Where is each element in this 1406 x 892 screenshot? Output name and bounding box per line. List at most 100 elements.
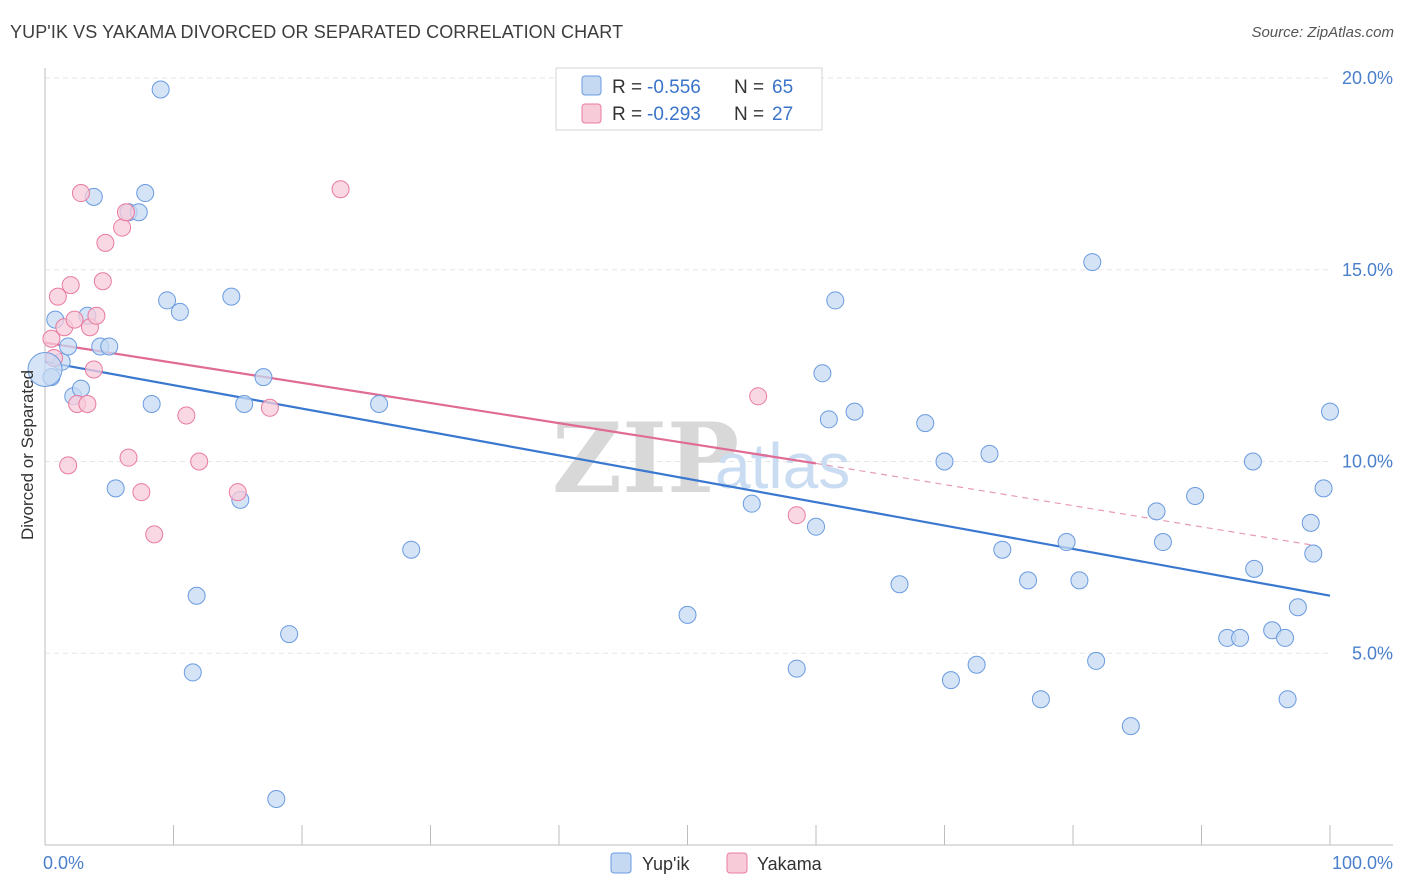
yakama-point <box>65 310 84 329</box>
yakama-trend-line <box>44 341 817 465</box>
legend-r-value-1: -0.556 <box>647 77 701 98</box>
yupik-trend-line <box>44 360 1331 597</box>
yupik-point <box>1057 533 1076 552</box>
yupik-point <box>1321 402 1339 421</box>
yupik-point <box>1314 479 1333 498</box>
yupik-point <box>267 789 286 808</box>
yakama-point <box>749 387 768 406</box>
watermark-zip: ZIP <box>552 402 739 515</box>
yakama-trend-extension <box>815 462 1318 547</box>
yupik-point <box>158 291 177 310</box>
watermark-atlas: atlas <box>715 430 850 502</box>
yupik-point <box>845 402 864 421</box>
y-tick-label: 15.0% <box>1342 260 1393 280</box>
yakama-point <box>78 394 97 413</box>
yakama-point <box>59 456 78 475</box>
yupik-point <box>142 394 161 413</box>
yupik-point <box>1147 502 1166 521</box>
yakama-point <box>331 180 350 199</box>
yupik-point <box>980 444 999 463</box>
yupik-point <box>1301 513 1320 532</box>
yupik-point <box>1276 628 1295 647</box>
yakama-point <box>113 218 132 237</box>
yakama-point <box>132 483 151 502</box>
y-tick-label: 5.0% <box>1352 643 1393 663</box>
yakama-point <box>87 306 106 325</box>
yupik-point <box>100 337 119 356</box>
bottom-legend-swatch-yupik <box>610 852 632 874</box>
yupik-point <box>935 452 954 471</box>
yakama-point <box>177 406 196 425</box>
legend-n-value-1: 65 <box>772 77 793 98</box>
legend-n-label-1: N = <box>734 77 764 98</box>
bottom-legend-label-yupik: Yup'ik <box>642 854 690 874</box>
yupik-point <box>170 302 189 321</box>
yupik-point <box>1304 544 1323 563</box>
yupik-point <box>941 671 960 690</box>
x-tick-label-right: 100.0% <box>1332 853 1393 873</box>
x-tick-label-left: 0.0% <box>43 853 84 873</box>
yupik-point <box>678 605 697 624</box>
yupik-point <box>807 517 825 536</box>
yupik-point <box>106 479 125 498</box>
yupik-point <box>916 414 935 433</box>
yupik-point <box>993 540 1012 559</box>
y-tick-label: 20.0% <box>1342 68 1393 88</box>
yupik-point <box>1231 628 1250 647</box>
yupik-point <box>151 80 170 99</box>
yupik-point <box>1288 598 1307 617</box>
yupik-point <box>1278 690 1297 709</box>
data-points <box>27 80 1339 808</box>
yupik-point <box>402 540 421 559</box>
yakama-point <box>260 398 279 417</box>
yupik-point <box>235 394 254 413</box>
x-tick-labels: 0.0% 100.0% <box>43 853 1393 873</box>
yupik-point <box>187 586 206 605</box>
bottom-legend: Yup'ik Yakama <box>610 852 823 874</box>
yakama-point <box>84 360 103 379</box>
yakama-point <box>116 203 135 222</box>
yupik-point <box>1121 717 1140 736</box>
bottom-legend-swatch-yakama <box>726 852 748 874</box>
yupik-point <box>1153 533 1172 552</box>
bottom-legend-label-yakama: Yakama <box>757 854 823 874</box>
legend-n-label-2: N = <box>734 104 764 125</box>
yupik-point <box>1186 487 1205 506</box>
yakama-point <box>787 506 806 525</box>
yupik-point <box>370 394 389 413</box>
yupik-point <box>826 291 845 310</box>
yakama-point <box>228 483 247 502</box>
yakama-point <box>42 329 61 348</box>
axes <box>44 68 1393 846</box>
legend-n-value-2: 27 <box>772 104 793 125</box>
yupik-point <box>890 575 909 594</box>
trend-lines <box>44 341 1331 597</box>
yakama-point <box>145 525 164 544</box>
grid-lines <box>45 77 1330 654</box>
yupik-point-large <box>27 351 63 387</box>
yakama-point <box>119 448 138 467</box>
yupik-point <box>787 659 806 678</box>
yakama-point <box>71 184 90 203</box>
y-tick-label: 10.0% <box>1342 452 1393 472</box>
yupik-point <box>1243 452 1262 471</box>
legend-swatch-yakama <box>581 103 602 124</box>
yakama-point <box>93 272 112 291</box>
yakama-point <box>48 287 67 306</box>
legend-r-value-2: -0.293 <box>647 104 701 125</box>
chart-source: Source: ZipAtlas.com <box>1251 24 1394 41</box>
yupik-point <box>1083 253 1102 272</box>
yupik-point <box>819 410 838 429</box>
yakama-point <box>61 276 80 295</box>
yupik-point <box>59 337 78 356</box>
legend-r-label-2: R = <box>612 104 642 125</box>
yupik-point <box>254 368 273 387</box>
yupik-point <box>183 663 202 682</box>
legend-r-label-1: R = <box>612 77 642 98</box>
y-axis-label: Divorced or Separated <box>18 370 37 540</box>
yupik-point <box>1245 559 1264 578</box>
yakama-point <box>96 233 115 252</box>
chart-title: YUP'IK VS YAKAMA DIVORCED OR SEPARATED C… <box>10 22 624 42</box>
yupik-point <box>1031 690 1050 709</box>
